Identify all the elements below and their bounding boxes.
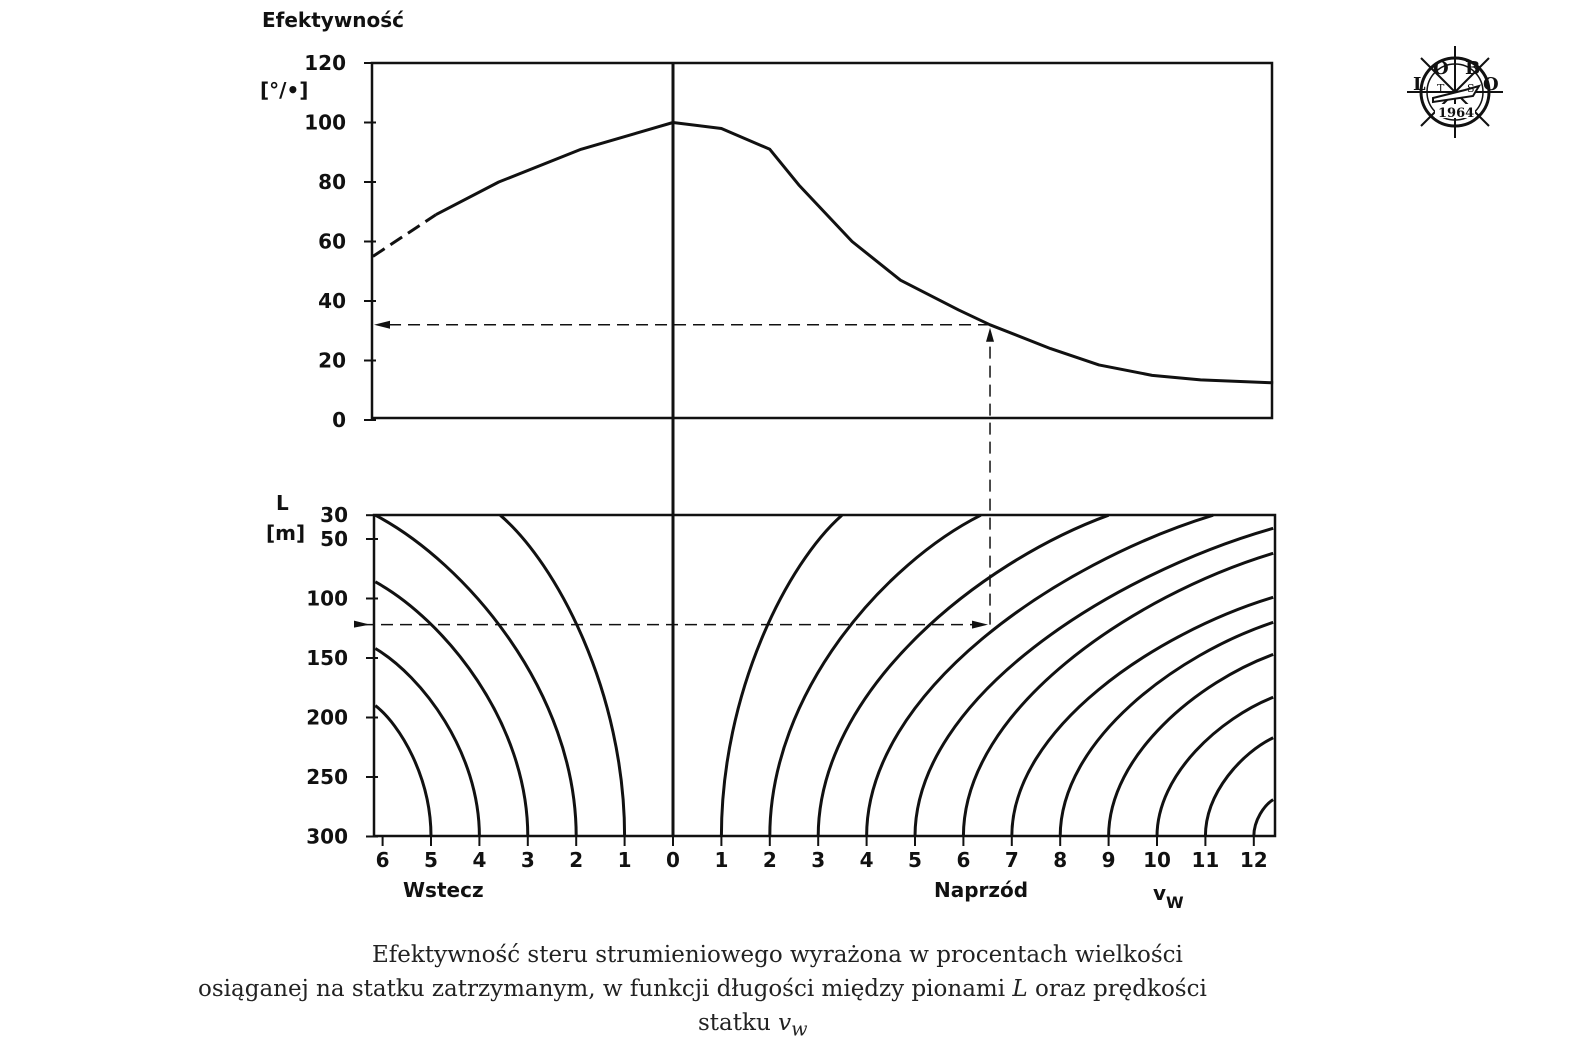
l-tick-label: 200: [306, 706, 348, 730]
arrow-right-icon: [354, 620, 370, 628]
y-tick-label: 120: [304, 51, 346, 75]
speed-curve-11: [1203, 736, 1274, 837]
x-tick-label: 5: [424, 848, 438, 872]
speed-curve-6: [961, 551, 1274, 837]
l-axis-title: L: [276, 491, 289, 515]
x-tick-label: 8: [1053, 848, 1067, 872]
y-axis-unit: [°/•]: [260, 78, 308, 102]
arrow-right-icon: [972, 620, 989, 629]
speed-curve-4: [865, 513, 1214, 837]
x-tick-label: 4: [472, 848, 486, 872]
speed-curve--4: [374, 647, 481, 837]
logo-letter: B: [1465, 58, 1480, 79]
x-tick-label: 12: [1240, 848, 1268, 872]
y-axis-title: Efektywność: [262, 8, 404, 32]
y-tick-label: 20: [318, 349, 346, 373]
l-axis-unit: [m]: [266, 521, 305, 545]
speed-subscript: W: [1166, 893, 1184, 912]
x-tick-label: 6: [376, 848, 390, 872]
caption-line-3: statku vw: [698, 1010, 807, 1041]
caption-text: statku: [698, 1010, 779, 1036]
ahead-label: Naprzód: [934, 878, 1028, 902]
x-tick-label: 1: [714, 848, 728, 872]
x-tick-label: 10: [1143, 848, 1171, 872]
x-tick-label: 7: [1005, 848, 1019, 872]
speed-curve--2: [374, 513, 578, 837]
logo-letter: S: [1467, 82, 1475, 95]
speed-symbol: v: [1153, 881, 1166, 905]
y-tick-label: 0: [332, 408, 346, 432]
speed-curve-10: [1155, 695, 1274, 837]
x-tick-label: 6: [956, 848, 970, 872]
l-tick-label: 50: [320, 527, 348, 551]
y-tick-label: 100: [304, 111, 346, 135]
speed-label: vW: [1153, 881, 1184, 912]
logo-letter: O: [1483, 74, 1499, 95]
arrow-up-icon: [986, 327, 995, 342]
x-tick-label: 0: [666, 848, 680, 872]
y-tick-label: 40: [318, 289, 346, 313]
x-tick-label: 2: [763, 848, 777, 872]
l-tick-label: 30: [320, 503, 348, 527]
logo-letter: O: [1433, 58, 1449, 79]
logo: L O B O T S 1964: [1407, 46, 1503, 138]
speed-curve--5: [374, 704, 433, 837]
y-tick-label: 80: [318, 170, 346, 194]
arrow-left-icon: [374, 320, 390, 329]
l-tick-label: 100: [306, 587, 348, 611]
upper-frame: [370, 61, 1274, 420]
logo-letter: T: [1437, 82, 1445, 95]
speed-curve--3: [374, 580, 530, 837]
l-tick-label: 150: [306, 646, 348, 670]
astern-label: Wstecz: [403, 878, 484, 902]
x-tick-label: 11: [1191, 848, 1219, 872]
caption-subscript: w: [791, 1017, 808, 1041]
speed-curve-12: [1252, 798, 1275, 837]
x-tick-label: 2: [569, 848, 583, 872]
caption-symbol-v: v: [778, 1010, 792, 1036]
efficiency-curve-dashed: [372, 213, 437, 258]
speed-curve-1: [719, 514, 843, 837]
x-tick-label: 1: [618, 848, 632, 872]
logo-year: 1964: [1438, 106, 1474, 121]
lower-frame: [372, 513, 1277, 838]
y-tick-label: 60: [318, 230, 346, 254]
caption-text: oraz prędkości: [1027, 976, 1207, 1002]
x-tick-label: 4: [860, 848, 874, 872]
caption-line-1: Efektywność steru strumieniowego wyrażon…: [372, 942, 1183, 968]
efficiency-plot: 0 20 40 60 80 100 120: [304, 51, 1274, 836]
caption-line-2: osiąganej na statku zatrzymanym, w funkc…: [198, 976, 1207, 1002]
speed-curve-9: [1107, 653, 1274, 837]
x-tick-label: 9: [1102, 848, 1116, 872]
speed-curve--1: [499, 514, 627, 837]
speed-curve-7: [1010, 595, 1274, 837]
x-tick-label: 3: [521, 848, 535, 872]
speed-curve-5: [913, 526, 1274, 837]
x-tick-label: 3: [811, 848, 825, 872]
caption-symbol-L: L: [1012, 976, 1028, 1002]
speed-curve-3: [816, 513, 1110, 837]
speed-curve-2: [768, 513, 982, 837]
speed-curve-8: [1058, 620, 1274, 837]
l-tick-label: 300: [306, 825, 348, 849]
l-tick-label: 250: [306, 765, 348, 789]
x-tick-label: 5: [908, 848, 922, 872]
logo-letter: L: [1413, 74, 1426, 95]
efficiency-curve: [435, 121, 1274, 385]
caption-text: osiąganej na statku zatrzymanym, w funkc…: [198, 976, 1013, 1002]
